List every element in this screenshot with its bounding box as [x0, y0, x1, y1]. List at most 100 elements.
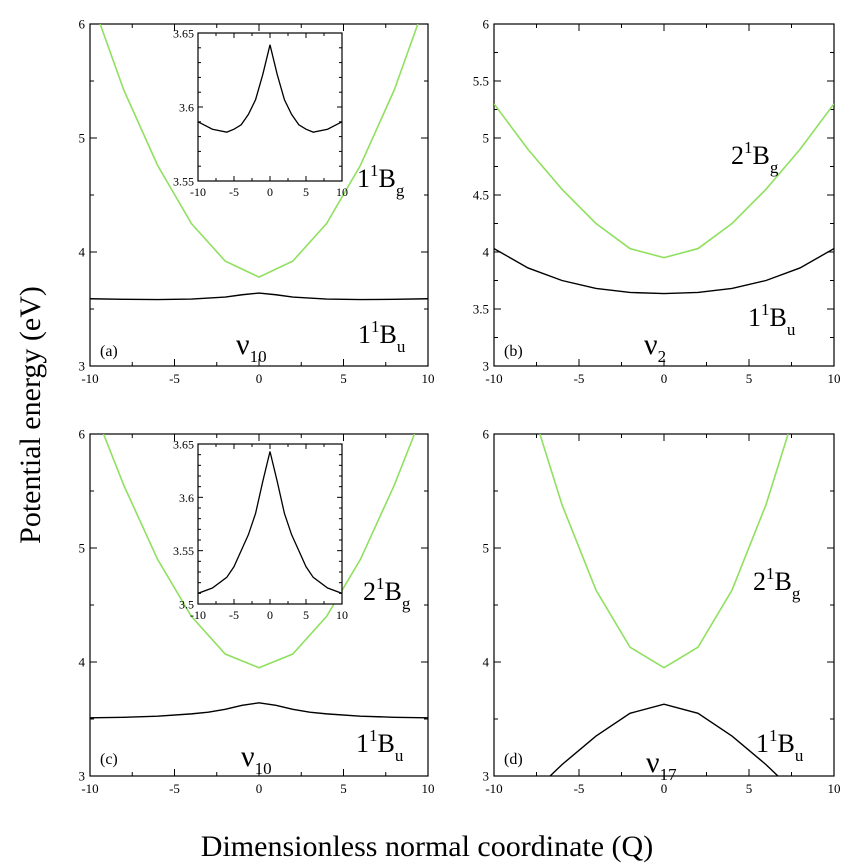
mode-subscript: 10	[250, 347, 267, 366]
state-label-symbol: B	[378, 729, 395, 758]
state-label-sub: g	[770, 158, 779, 177]
state-label-sup: 1	[370, 161, 379, 180]
state-label-sup: 1	[761, 300, 770, 319]
state-label-sub: g	[792, 584, 801, 603]
x-tick-label: -10	[81, 371, 98, 386]
y-tick-label: 5	[483, 131, 490, 146]
state-label: 11Bu	[358, 317, 406, 356]
panel-label: (b)	[504, 343, 523, 360]
mode-label: ν17	[646, 746, 677, 784]
state-label-symbol: B	[753, 141, 770, 170]
excited-state-curve	[494, 103, 834, 259]
y-tick-label: 4	[483, 655, 490, 670]
y-tick-label: 6	[483, 17, 490, 32]
state-label-symbol: B	[778, 729, 795, 758]
state-label-sup: 1	[369, 726, 378, 745]
state-label-symbol: B	[775, 567, 792, 596]
x-tick-label: -5	[229, 608, 239, 622]
y-tick-label: 5.5	[473, 74, 489, 89]
ground-state-curve	[549, 703, 779, 776]
mode-label: ν10	[241, 740, 272, 778]
inset-curve	[198, 451, 342, 594]
y-tick-label: 3	[483, 769, 490, 784]
state-label-sub: g	[402, 594, 411, 613]
y-tick-label: 3	[79, 769, 86, 784]
state-label-symbol: B	[380, 320, 397, 349]
state-label-index: 1	[358, 320, 371, 349]
x-tick-label: -5	[169, 371, 180, 386]
state-label-index: 2	[753, 567, 766, 596]
x-tick-label: -10	[81, 781, 98, 796]
excited-state-curve	[99, 24, 419, 278]
x-tick-label: 5	[303, 608, 309, 622]
y-tick-label: 3.55	[173, 544, 194, 558]
x-tick-label: 0	[267, 185, 273, 199]
y-tick-label: 3.5	[179, 598, 194, 612]
x-tick-label: 5	[340, 371, 347, 386]
x-tick-label: -5	[169, 781, 180, 796]
state-label-index: 1	[357, 164, 370, 193]
x-tick-label: -5	[229, 185, 239, 199]
state-label: 21Bg	[731, 138, 779, 177]
x-axis-title: Dimensionless normal coordinate (Q)	[201, 830, 653, 863]
y-tick-label: 3.65	[173, 27, 194, 41]
excited-state-curve	[539, 434, 789, 669]
x-tick-label: -10	[190, 185, 206, 199]
state-label-index: 1	[756, 729, 769, 758]
x-tick-label: 0	[256, 371, 263, 386]
x-tick-label: -10	[485, 781, 502, 796]
panel-label: (c)	[100, 751, 118, 768]
y-tick-label: 3	[79, 359, 86, 374]
mode-symbol: ν	[236, 328, 250, 361]
y-tick-label: 6	[79, 427, 86, 442]
x-tick-label: 5	[746, 781, 753, 796]
x-tick-label: 5	[340, 781, 347, 796]
x-tick-label: -10	[190, 608, 206, 622]
y-tick-label: 3.5	[473, 302, 489, 317]
state-label-sup: 1	[744, 138, 753, 157]
state-label-index: 2	[363, 577, 376, 606]
state-label-sub: g	[396, 181, 405, 200]
y-tick-label: 3	[483, 359, 490, 374]
y-tick-label: 3.6	[179, 491, 194, 505]
inset-frame	[197, 443, 343, 605]
x-tick-label: 5	[746, 371, 753, 386]
state-label: 11Bu	[356, 726, 404, 765]
inset-plot: -10 -5 0 5 10 3.55 3.6 3.65	[173, 27, 348, 200]
y-tick-label: 4	[79, 245, 86, 260]
y-axis-title: Potential energy (eV)	[14, 286, 47, 544]
plot-frame	[493, 433, 835, 777]
x-tick-label: 10	[828, 371, 841, 386]
x-tick-label: 5	[303, 185, 309, 199]
state-label: 21Bg	[753, 564, 801, 603]
x-tick-label: 10	[336, 608, 348, 622]
panel-label: (d)	[504, 751, 523, 768]
state-label: 11Bu	[756, 726, 804, 765]
mode-symbol: ν	[241, 740, 255, 773]
state-label-sup: 1	[376, 574, 385, 593]
mode-subscript: 10	[255, 759, 272, 778]
y-tick-label: 4.5	[473, 188, 489, 203]
state-label-sup: 1	[371, 317, 380, 336]
x-tick-label: -5	[574, 371, 585, 386]
y-tick-label: 6	[79, 17, 86, 32]
ground-state-curve	[90, 702, 428, 719]
state-label-index: 2	[731, 141, 744, 170]
x-tick-label: 0	[267, 608, 273, 622]
y-tick-label: 5	[483, 541, 490, 556]
y-tick-label: 3.65	[173, 438, 194, 452]
y-tick-label: 3.55	[173, 175, 194, 189]
x-tick-label: 10	[422, 371, 435, 386]
y-tick-label: 3.6	[179, 101, 194, 115]
state-label: 11Bu	[748, 300, 796, 339]
y-tick-label: 6	[483, 427, 490, 442]
state-label-sup: 1	[766, 564, 775, 583]
mode-subscript: 2	[658, 347, 667, 366]
state-label-index: 1	[748, 303, 761, 332]
inset-curve	[198, 44, 342, 133]
inset-frame	[197, 32, 343, 182]
x-tick-label: 0	[256, 781, 263, 796]
x-tick-label: -5	[574, 781, 585, 796]
mode-symbol: ν	[646, 746, 660, 779]
